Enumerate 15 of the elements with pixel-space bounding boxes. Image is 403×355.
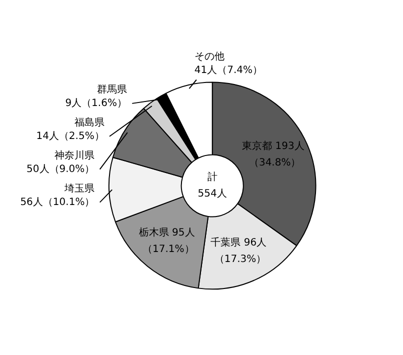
data-label: 50人（9.0%） — [26, 164, 95, 175]
data-label: 41人（7.4%） — [194, 64, 263, 76]
slice-label: 千葉県 96人（17.3%） — [210, 236, 267, 265]
data-label: 56人（10.1%） — [20, 196, 95, 208]
text: 554人 — [198, 188, 227, 200]
slice-label: 東京都 193人（34.8%） — [242, 140, 304, 168]
slice-label: 栃木県 95人（17.1%） — [138, 226, 195, 256]
slice-label: 福島県 — [74, 116, 104, 128]
data-label: 14人（2.5%） — [36, 130, 104, 142]
text: 計 — [207, 170, 218, 183]
slice-label: 神奈川県 — [54, 149, 95, 162]
slice-label: 群馬県 — [96, 84, 127, 96]
slice-label: 埼玉県 — [64, 182, 95, 194]
slice-label: その他 — [194, 50, 224, 63]
data-label: 9人（1.6%） — [65, 98, 127, 109]
